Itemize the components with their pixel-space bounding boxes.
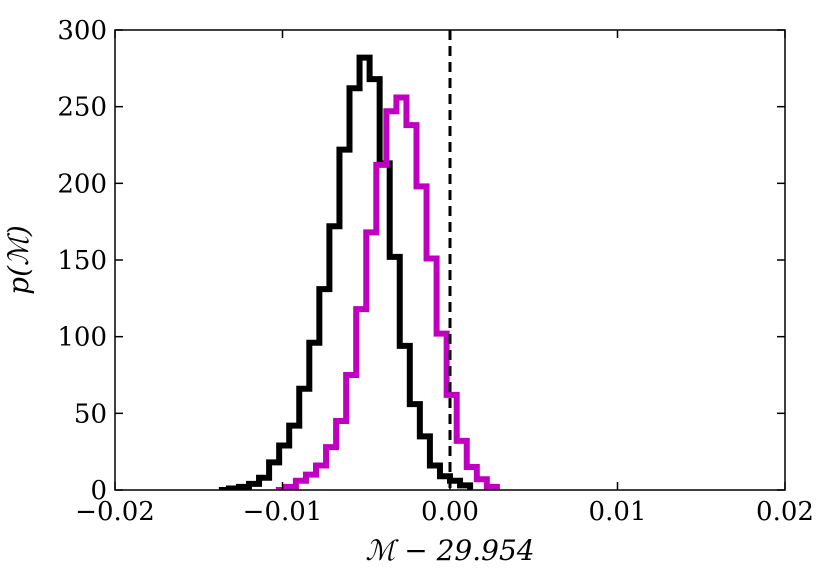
histogram-series-2 xyxy=(275,94,500,490)
histogram-series-1 xyxy=(218,54,474,490)
plot-area xyxy=(218,54,500,490)
y-tick-label: 0 xyxy=(90,476,107,506)
x-axis-label: ℳ − 29.954 xyxy=(365,534,534,567)
y-tick-label: 50 xyxy=(74,399,107,429)
y-tick-label: 250 xyxy=(57,93,107,123)
y-axis-label: p(ℳ) xyxy=(2,225,35,295)
y-tick-label: 200 xyxy=(57,169,107,199)
ticks xyxy=(114,29,786,491)
tick-labels: −0.02 −0.01 0.00 0.01 0.02 0 50 100 150 200 250 300 xyxy=(57,16,814,527)
y-tick-label: 150 xyxy=(57,246,107,276)
x-tick-label: 0.00 xyxy=(421,497,479,527)
x-tick-label: 0.02 xyxy=(756,497,814,527)
x-tick-label: −0.01 xyxy=(243,497,323,527)
y-tick-label: 100 xyxy=(57,323,107,353)
y-tick-label: 300 xyxy=(57,16,107,46)
x-tick-label: 0.01 xyxy=(589,497,647,527)
x-tick-label: −0.02 xyxy=(75,497,155,527)
